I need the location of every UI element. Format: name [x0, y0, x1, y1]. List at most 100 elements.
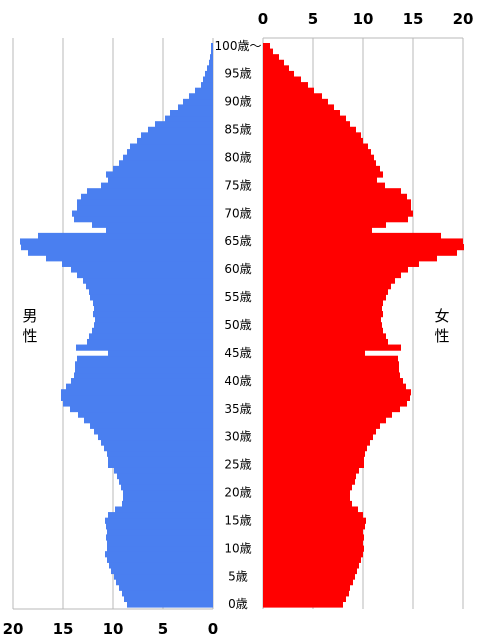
- male-bar-age-16: [108, 512, 213, 519]
- male-bar-age-79: [119, 160, 213, 167]
- female-bar-age-44: [263, 355, 398, 362]
- top-tick-label-4: 20: [453, 10, 474, 28]
- male-bar-age-45: [108, 350, 213, 357]
- top-tick-label-0: 0: [258, 10, 268, 28]
- female-bar-age-73: [263, 193, 407, 200]
- male-bar-age-33: [84, 417, 213, 424]
- female-bar-age-41: [263, 372, 400, 379]
- female-bar-age-21: [263, 484, 352, 491]
- male-bar-age-32: [90, 422, 213, 429]
- female-bar-age-70: [263, 210, 413, 217]
- age-label-5: 5歳: [228, 569, 248, 583]
- female-bar-age-88: [263, 110, 340, 117]
- female-bar-age-30: [263, 433, 373, 441]
- male-bar-age-65: [20, 238, 213, 245]
- male-bar-age-81: [127, 149, 213, 156]
- male-bar-age-94: [203, 76, 213, 83]
- female-bar-age-85: [263, 126, 356, 133]
- age-label-25: 25歳: [224, 458, 251, 472]
- male-bar-age-76: [108, 177, 213, 184]
- top-tick-label-3: 15: [403, 10, 424, 28]
- age-label-10: 10歳: [224, 541, 251, 555]
- female-bar-age-61: [263, 260, 419, 267]
- male-bar-age-84: [141, 132, 213, 139]
- female-bar-age-26: [263, 456, 364, 463]
- male-bar-age-58: [83, 277, 213, 284]
- male-bar-age-99: [211, 48, 213, 55]
- female-bar-age-22: [263, 478, 355, 485]
- female-bar-age-25: [263, 461, 364, 468]
- male-bar-age-74: [87, 188, 213, 195]
- top-axis-ticks: 0 5 10 15 20: [258, 10, 474, 28]
- female-bar-age-1: [263, 595, 346, 603]
- male-bar-age-51: [95, 316, 213, 323]
- female-bar-age-45: [263, 350, 365, 357]
- male-bar-age-64: [21, 244, 213, 251]
- female-bar-age-99: [263, 48, 273, 55]
- male-bar-age-6: [111, 567, 213, 575]
- female-bar-age-58: [263, 277, 395, 284]
- female-bar-age-89: [263, 104, 334, 111]
- male-bar-age-93: [201, 82, 213, 89]
- female-bar-age-71: [263, 204, 411, 212]
- male-bar-age-62: [46, 255, 213, 262]
- female-bar-age-57: [263, 283, 391, 290]
- female-bar-age-28: [263, 445, 367, 452]
- male-bar-age-72: [77, 199, 213, 206]
- female-bar-age-91: [263, 93, 322, 100]
- age-label-0: 0歳: [228, 597, 248, 611]
- male-bar-age-17: [115, 506, 213, 513]
- female-bar-age-35: [263, 405, 400, 413]
- male-bar-age-91: [189, 93, 213, 100]
- age-label-15: 15歳: [224, 513, 251, 527]
- male-bar-age-85: [148, 126, 213, 133]
- male-bar-age-11: [107, 539, 213, 547]
- male-bar-age-90: [183, 98, 213, 106]
- male-bar-age-69: [74, 216, 213, 223]
- female-bar-age-16: [263, 512, 363, 519]
- female-bar-age-3: [263, 584, 350, 591]
- male-bar-age-71: [77, 204, 213, 212]
- female-bar-age-12: [263, 534, 364, 541]
- female-bar-age-63: [263, 249, 457, 256]
- male-bar-age-0: [127, 601, 213, 608]
- female-bar-age-86: [263, 121, 350, 128]
- female-bar-age-64: [263, 244, 464, 251]
- age-label-75: 75歳: [224, 178, 251, 192]
- female-bar-age-62: [263, 255, 437, 262]
- male-bar-age-50: [94, 322, 213, 329]
- male-bar-age-23: [117, 472, 213, 480]
- male-bar-age-41: [74, 372, 213, 379]
- age-label-70: 70歳: [224, 206, 251, 220]
- male-bar-age-5: [114, 573, 213, 580]
- age-label-35: 35歳: [224, 402, 251, 416]
- female-bar-age-81: [263, 149, 371, 156]
- male-bar-age-27: [107, 450, 213, 457]
- female-bar-age-18: [263, 500, 352, 508]
- age-label-45: 45歳: [224, 346, 251, 360]
- male-bar-age-53: [94, 305, 213, 312]
- female-bar-age-5: [263, 573, 355, 580]
- female-bar-age-13: [263, 528, 363, 536]
- bottom-tick-label-1: 5: [158, 620, 168, 638]
- left-side-label-2: 性: [22, 327, 37, 345]
- female-bar-age-31: [263, 428, 376, 435]
- female-bar-age-65: [263, 238, 463, 245]
- male-bar-age-29: [101, 439, 213, 446]
- female-bar-age-23: [263, 472, 356, 480]
- male-bar-age-46: [76, 344, 213, 351]
- male-bar-age-59: [77, 271, 213, 279]
- female-bar-age-50: [263, 322, 382, 329]
- male-bar-age-7: [109, 562, 213, 569]
- female-bar-age-14: [263, 523, 365, 530]
- male-bar-age-40: [71, 378, 213, 385]
- female-bar-age-47: [263, 338, 388, 346]
- female-bar-age-94: [263, 76, 301, 83]
- male-bar-age-96: [207, 65, 213, 72]
- female-bar-age-33: [263, 417, 386, 424]
- male-bar-age-9: [105, 551, 213, 558]
- female-bar-age-80: [263, 154, 374, 161]
- female-bar-age-78: [263, 165, 380, 173]
- male-bar-age-77: [106, 171, 213, 178]
- male-bar-age-10: [107, 545, 213, 552]
